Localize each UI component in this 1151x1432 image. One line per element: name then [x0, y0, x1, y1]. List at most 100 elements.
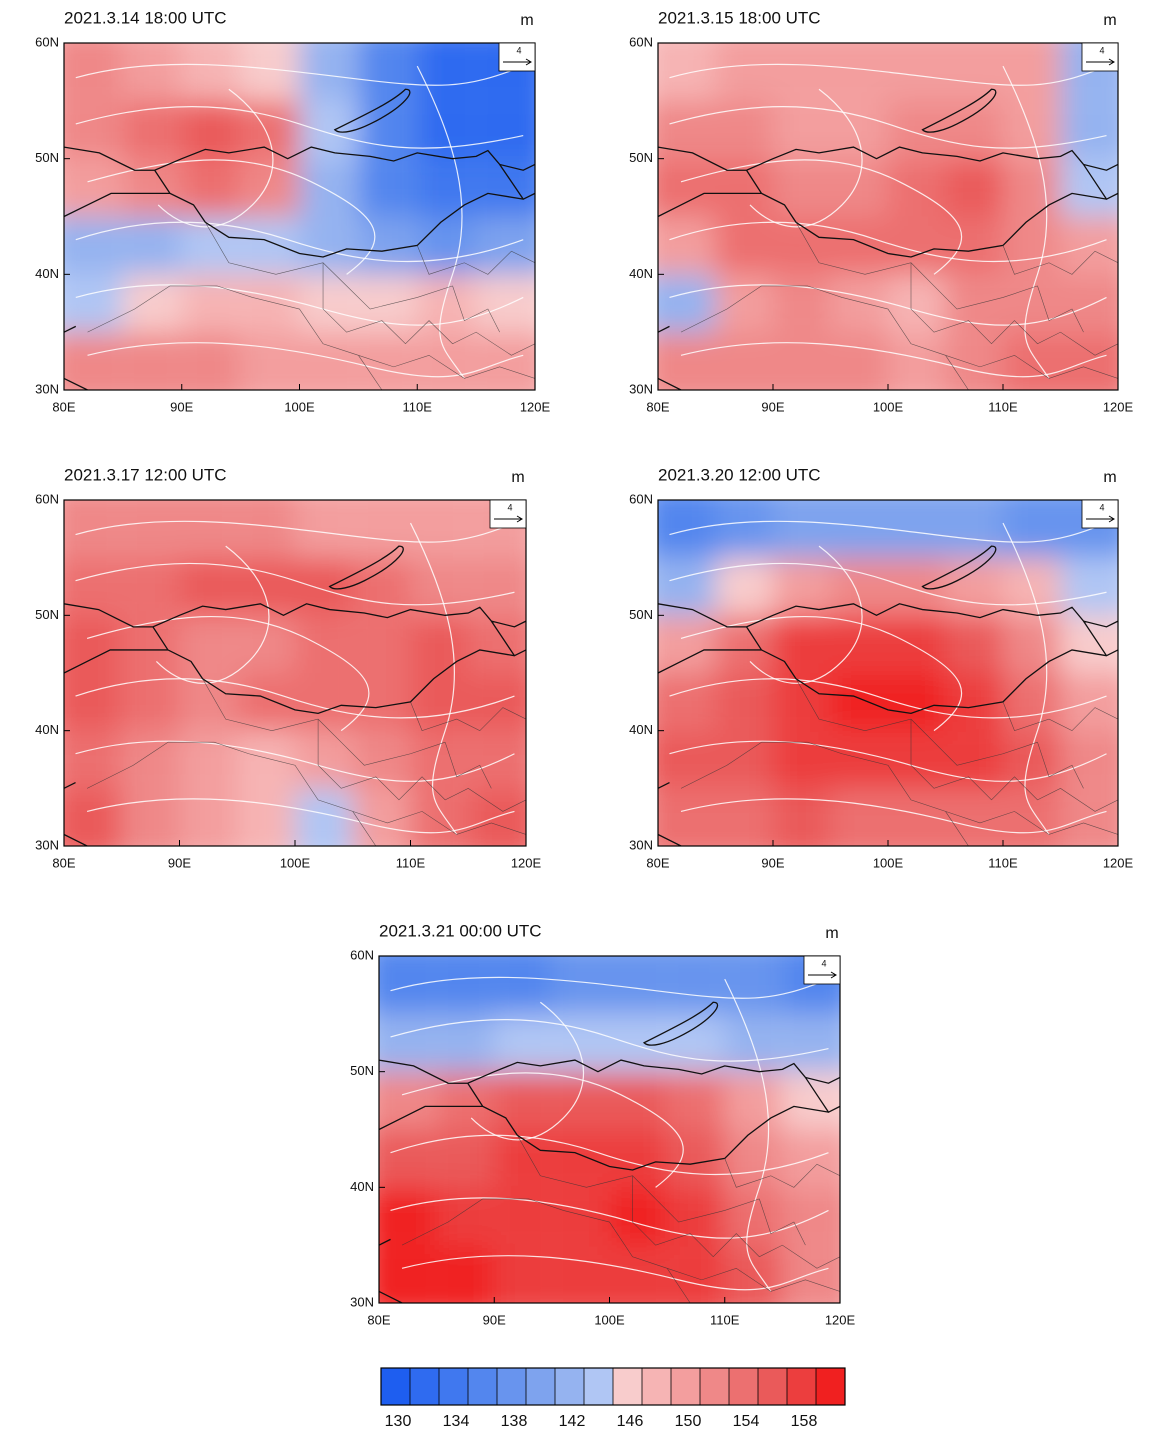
- field-cell: [181, 158, 241, 217]
- field-cell: [609, 1187, 668, 1246]
- field-cell: [715, 788, 773, 846]
- field-cell: [379, 1071, 437, 1130]
- field-cell: [830, 332, 888, 390]
- lat-tick-label: 40N: [35, 266, 59, 281]
- lat-tick-label: 60N: [350, 947, 374, 962]
- field-cell: [122, 332, 182, 390]
- panel-title: 2021.3.15 18:00 UTC: [658, 8, 821, 27]
- field-cell: [299, 332, 359, 390]
- field-cell: [476, 274, 535, 333]
- ref-vector-box: [803, 955, 841, 985]
- field-cell: [782, 1187, 840, 1246]
- lat-tick-label: 60N: [629, 491, 653, 506]
- color-box: [758, 1368, 787, 1405]
- colorbar-tick-label: 150: [675, 1413, 702, 1430]
- lon-tick-label: 110E: [396, 855, 426, 870]
- field-cell: [240, 216, 300, 275]
- field-cell: [1003, 788, 1061, 846]
- field-cell: [179, 788, 238, 846]
- lon-tick-label: 110E: [710, 1312, 740, 1327]
- field-layer: [379, 956, 840, 1303]
- field-cell: [715, 557, 773, 616]
- field-cell: [888, 332, 946, 390]
- field-cell: [358, 158, 418, 217]
- field-cell: [888, 216, 946, 275]
- lat-tick-label: 50N: [35, 150, 59, 165]
- field-cell: [782, 1129, 840, 1188]
- field-cell: [299, 158, 359, 217]
- field-cell: [468, 788, 526, 846]
- field-cell: [64, 274, 123, 333]
- field-cell: [181, 274, 241, 333]
- lat-tick-label: 40N: [350, 1179, 374, 1194]
- unit-label: m: [520, 12, 533, 29]
- field-cell: [945, 615, 1003, 673]
- color-box: [671, 1368, 700, 1405]
- field-cell: [417, 332, 477, 390]
- field-cell: [468, 673, 526, 731]
- field-cell: [667, 1071, 725, 1130]
- color-box: [439, 1368, 468, 1405]
- lon-tick-label: 90E: [483, 1312, 506, 1327]
- ref-vector-box: [498, 42, 536, 72]
- lat-tick-label: 30N: [35, 837, 59, 852]
- field-cell: [724, 956, 783, 1014]
- field-cell: [1003, 43, 1061, 101]
- lat-tick-label: 60N: [35, 34, 59, 49]
- field-cell: [773, 500, 831, 558]
- ref-vector-label: 4: [1099, 502, 1104, 512]
- field-cell: [237, 673, 295, 731]
- field-cell: [888, 100, 946, 159]
- field-cell: [299, 216, 359, 275]
- lon-tick-label: 80E: [52, 399, 75, 414]
- field-cell: [609, 1245, 668, 1303]
- lat-tick-label: 60N: [629, 34, 653, 49]
- field-cell: [121, 788, 180, 846]
- lon-tick-label: 100E: [873, 855, 904, 870]
- field-cell: [658, 730, 716, 789]
- field-cell: [667, 956, 725, 1014]
- field-cell: [1003, 332, 1061, 390]
- color-box: [497, 1368, 526, 1405]
- field-cell: [476, 100, 535, 159]
- field-cell: [1003, 615, 1061, 673]
- colorbar-frame: [380, 1367, 846, 1406]
- lon-tick-label: 110E: [403, 399, 433, 414]
- field-cell: [121, 557, 180, 616]
- ref-vector-label: 4: [1099, 45, 1104, 55]
- panel-title: 2021.3.21 00:00 UTC: [379, 921, 542, 940]
- field-cell: [782, 1245, 840, 1303]
- field-cell: [295, 730, 353, 789]
- field-cell: [945, 557, 1003, 616]
- lon-tick-label: 90E: [761, 855, 784, 870]
- field-cell: [830, 43, 888, 101]
- ref-vector-head: [525, 58, 532, 66]
- field-cell: [240, 274, 300, 333]
- field-cell: [352, 673, 411, 731]
- field-cell: [352, 500, 411, 558]
- field-cell: [417, 216, 477, 275]
- field-cell: [1060, 673, 1118, 731]
- field-cell: [476, 332, 535, 390]
- field-cell: [64, 500, 122, 558]
- field-cell: [299, 274, 359, 333]
- field-cell: [295, 557, 353, 616]
- field-layer: [64, 43, 535, 390]
- ref-vector-label: 4: [516, 45, 521, 55]
- field-cell: [64, 615, 122, 673]
- field-cell: [64, 332, 123, 390]
- field-cell: [1060, 332, 1118, 390]
- field-cell: [121, 615, 180, 673]
- field-cell: [237, 500, 295, 558]
- unit-label: m: [825, 925, 838, 942]
- field-cell: [658, 158, 716, 217]
- field-shading: [658, 500, 1118, 846]
- field-cell: [773, 158, 831, 217]
- field-cell: [410, 673, 469, 731]
- field-cell: [658, 274, 716, 333]
- field-cell: [64, 158, 123, 217]
- field-shading: [64, 43, 535, 390]
- map-panel: 60N 50N 40N 30N 80E 90E 100E 110E 120E 2021.3.17 …: [35, 465, 541, 870]
- field-cell: [724, 1071, 783, 1130]
- field-cell: [715, 158, 773, 217]
